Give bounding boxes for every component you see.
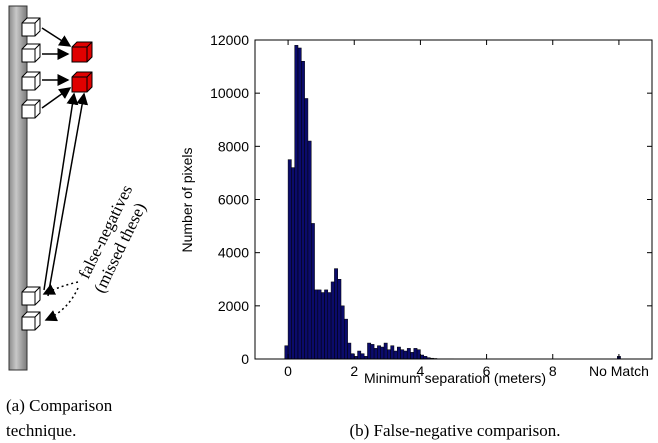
histogram: Minimum separation (meters) Number of pi… [179,32,653,386]
bar [413,348,418,360]
bar [327,292,332,360]
bar [337,279,342,360]
bar [357,350,362,360]
x-tick-label: 0 [284,363,292,379]
x-tick-label: 6 [483,363,491,379]
diagram: false-negatives (missed these) [8,5,150,371]
bar [344,318,348,360]
bar [334,268,338,360]
bar [373,348,378,360]
bar [314,289,319,360]
y-tick-label: 12000 [210,32,249,48]
y-tick-label: 6000 [218,192,249,208]
y-tick-label: 10000 [210,85,249,101]
bar [317,289,322,360]
x-tick-label: 4 [417,363,425,379]
y-axis-label: Number of pixels [179,147,195,252]
bar [367,342,372,360]
caption: (a) Comparison [6,396,113,415]
x-tick-label: 2 [350,363,358,379]
bar [307,140,312,360]
bar [340,305,345,360]
bar [403,350,408,360]
bar [291,167,295,360]
bar [383,342,388,360]
x-tick-label: No Match [589,363,649,379]
y-tick-label: 8000 [218,138,249,154]
bar [400,349,405,360]
bar [301,61,305,360]
x-tick-label: 8 [549,363,557,379]
y-tick-label: 0 [241,351,249,367]
bar [393,350,398,360]
bar [380,346,385,360]
bar [324,289,329,360]
bar [287,159,292,360]
bar [377,345,381,360]
x-axis-label: Minimum separation (meters) [364,370,546,386]
bar [397,346,401,360]
bar [410,352,415,360]
bar [370,344,375,360]
y-tick-label: 4000 [218,245,249,261]
bar [330,281,335,360]
caption: (b) False-negative comparison. [349,421,560,440]
bar [360,353,365,360]
bar [294,45,299,360]
bar [320,292,325,360]
bar [310,223,315,360]
pole [8,5,28,371]
y-tick-label: 2000 [218,298,249,314]
bar [347,342,352,360]
bar [297,47,302,360]
caption: technique. [6,421,76,440]
bar [406,348,411,360]
bar [304,98,309,360]
bar [390,345,395,360]
bar [387,349,391,360]
